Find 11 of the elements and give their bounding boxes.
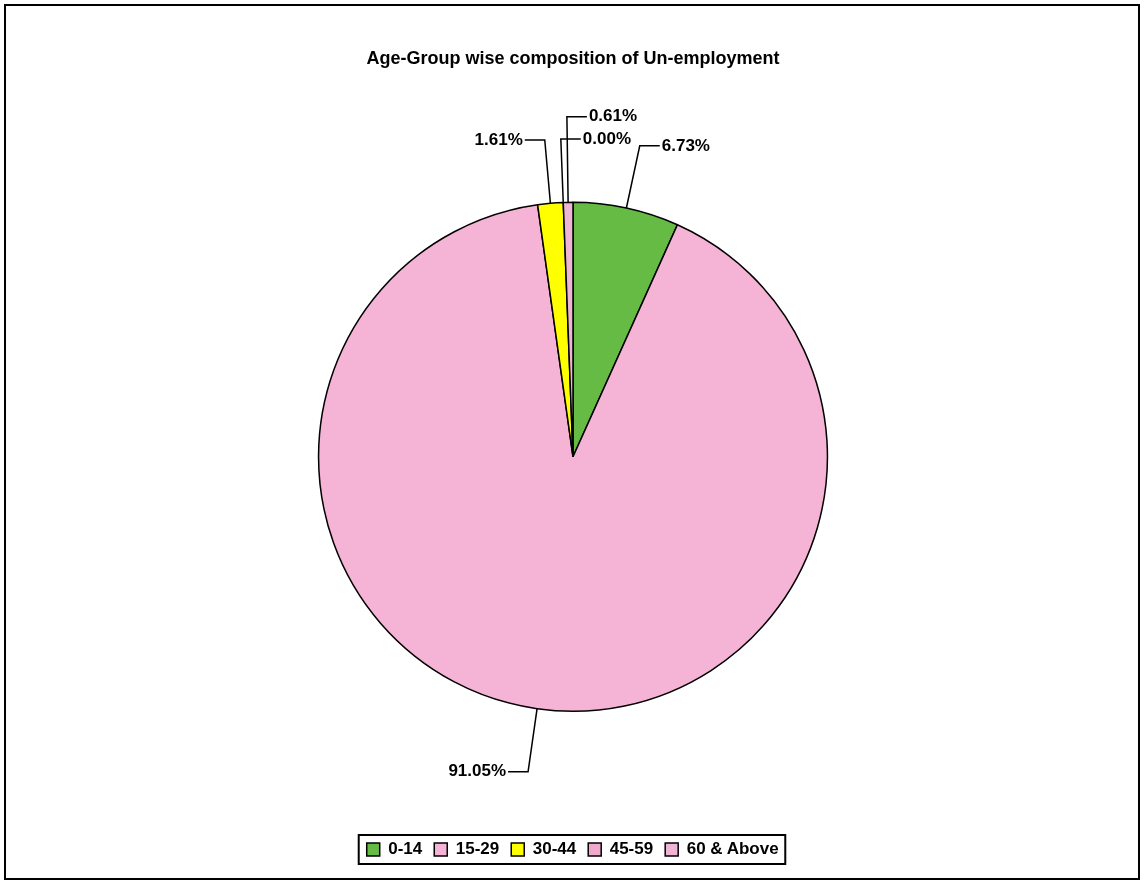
legend-label: 30-44 (532, 839, 577, 859)
legend-label: 60 & Above (686, 839, 779, 859)
legend-label: 0-14 (388, 839, 423, 859)
legend-label: 45-59 (609, 839, 654, 859)
legend-label: 15-29 (455, 839, 500, 859)
data-label: 0.61% (588, 106, 638, 126)
data-label: 91.05% (448, 761, 507, 781)
data-label: 6.73% (661, 135, 710, 155)
text: 0.00% (582, 128, 632, 148)
data-label: 1.61% (474, 129, 523, 149)
chart-title: Age-Group wise composition of Un-employment (366, 47, 780, 68)
